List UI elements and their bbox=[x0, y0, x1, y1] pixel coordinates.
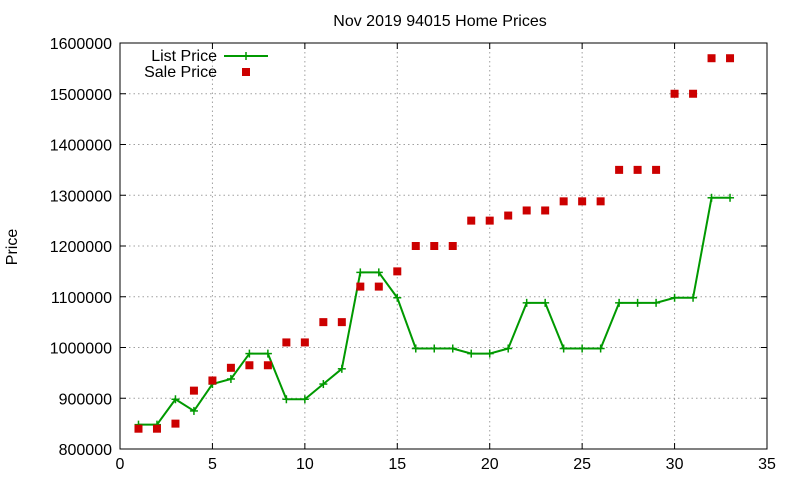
data-point-sale-price bbox=[134, 424, 143, 433]
data-point-sale-price bbox=[726, 54, 735, 63]
legend-sample-list-price bbox=[224, 52, 268, 60]
data-point-sale-price bbox=[467, 216, 476, 225]
data-point-sale-price bbox=[337, 318, 346, 327]
data-point-sale-price bbox=[319, 318, 328, 327]
x-tick-label: 35 bbox=[758, 456, 776, 473]
y-tick-label: 900000 bbox=[59, 391, 112, 408]
legend-marker bbox=[242, 68, 250, 76]
y-tick-label: 1300000 bbox=[50, 188, 112, 205]
x-tick-label: 5 bbox=[208, 456, 217, 473]
data-point-sale-price bbox=[448, 242, 457, 250]
data-point-sale-price bbox=[559, 197, 568, 206]
data-point-sale-price bbox=[356, 282, 365, 291]
data-point-sale-price bbox=[208, 376, 217, 385]
data-point-sale-price bbox=[652, 165, 661, 174]
x-tick-label: 10 bbox=[296, 456, 314, 473]
y-tick-label: 800000 bbox=[59, 442, 112, 459]
data-point-sale-price bbox=[689, 89, 698, 98]
data-point-sale-price bbox=[393, 267, 402, 276]
y-tick-label: 1600000 bbox=[50, 36, 112, 53]
data-point-sale-price bbox=[633, 165, 642, 174]
data-point-sale-price bbox=[152, 424, 161, 433]
x-tick-label: 15 bbox=[388, 456, 406, 473]
data-point-sale-price bbox=[300, 338, 309, 347]
series-line-list-price bbox=[138, 196, 731, 426]
data-point-sale-price bbox=[263, 361, 272, 370]
chart-title: Nov 2019 94015 Home Prices bbox=[333, 13, 546, 30]
data-point-sale-price bbox=[541, 206, 550, 215]
series-list-price bbox=[134, 193, 735, 429]
data-point-sale-price bbox=[374, 282, 383, 291]
data-point-sale-price bbox=[670, 89, 679, 98]
data-point-sale-price bbox=[171, 419, 180, 428]
x-tick-label: 20 bbox=[481, 456, 499, 473]
y-tick-label: 1200000 bbox=[50, 239, 112, 256]
y-axis-label: Price bbox=[4, 229, 21, 266]
legend: List Price Sale Price bbox=[144, 48, 268, 81]
data-point-sale-price bbox=[578, 197, 587, 206]
x-tick-label: 0 bbox=[116, 456, 125, 473]
y-tick-label: 1500000 bbox=[50, 87, 112, 104]
data-point-sale-price bbox=[282, 338, 291, 347]
grid-lines bbox=[120, 43, 767, 449]
data-point-sale-price bbox=[411, 242, 420, 250]
data-point-sale-price bbox=[504, 211, 513, 220]
data-point-sale-price bbox=[189, 386, 198, 395]
data-point-sale-price bbox=[615, 165, 624, 174]
data-point-sale-price bbox=[485, 216, 494, 225]
series-sale-price bbox=[134, 54, 735, 433]
x-tick-label: 30 bbox=[666, 456, 684, 473]
legend-label-sale-price: Sale Price bbox=[144, 64, 217, 81]
data-point-sale-price bbox=[245, 361, 254, 370]
axis-ticks: 0 5 10 15 20 25 30 35 800000 900000 1000000 1100000… bbox=[50, 36, 776, 473]
y-tick-label: 1400000 bbox=[50, 138, 112, 155]
data-point-sale-price bbox=[522, 206, 531, 215]
y-tick-label: 1100000 bbox=[51, 290, 112, 307]
data-point-sale-price bbox=[707, 54, 716, 63]
series-layer bbox=[134, 54, 735, 433]
legend-label-list-price: List Price bbox=[151, 48, 217, 65]
legend-sample-sale-price bbox=[242, 68, 250, 76]
data-point-sale-price bbox=[596, 197, 605, 206]
data-point-sale-price bbox=[430, 242, 439, 250]
x-tick-label: 25 bbox=[573, 456, 591, 473]
data-point-sale-price bbox=[226, 363, 235, 372]
y-tick-label: 1000000 bbox=[50, 341, 112, 358]
